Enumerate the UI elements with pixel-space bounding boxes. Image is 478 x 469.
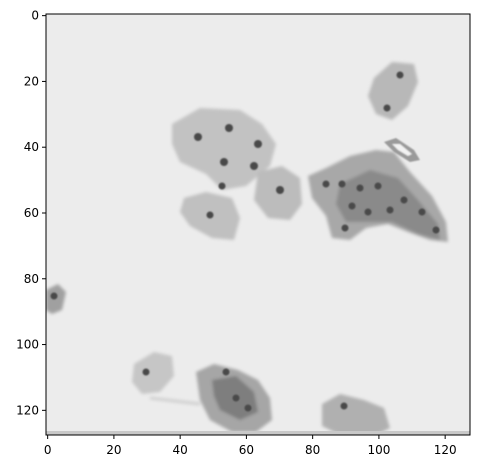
x-tick-label: 80 <box>305 443 320 457</box>
nucleus <box>400 196 408 204</box>
cell-cluster-upper-left <box>172 108 276 190</box>
nucleus <box>364 208 372 216</box>
nucleus <box>218 182 226 190</box>
nucleus <box>225 124 233 132</box>
x-axis-ticks: 0 20 40 60 80 100 120 <box>44 435 457 457</box>
y-tick-label: 20 <box>24 74 39 88</box>
nucleus <box>222 368 230 376</box>
nucleus <box>396 71 404 79</box>
nucleus <box>50 292 58 300</box>
elongated-cell-highlight <box>392 144 412 156</box>
nucleus <box>206 211 214 219</box>
nucleus <box>374 182 382 190</box>
y-tick-label: 0 <box>31 9 39 23</box>
y-tick-label: 120 <box>16 403 39 417</box>
nucleus <box>341 224 349 232</box>
x-tick-label: 40 <box>173 443 188 457</box>
nucleus <box>340 402 348 410</box>
nuclei <box>50 71 440 412</box>
y-tick-label: 40 <box>24 140 39 154</box>
nucleus <box>386 206 394 214</box>
cell-top-right <box>368 62 418 120</box>
nucleus <box>338 180 346 188</box>
cell-clusters <box>46 62 448 435</box>
y-tick-label: 100 <box>16 338 39 352</box>
nucleus <box>142 368 150 376</box>
nucleus <box>356 184 364 192</box>
y-axis-ticks: 0 20 40 60 80 100 120 <box>16 9 46 417</box>
nucleus <box>418 208 426 216</box>
y-tick-label: 60 <box>24 206 39 220</box>
cell-cluster-bottom-right <box>322 394 390 435</box>
nucleus <box>232 394 240 402</box>
nucleus <box>276 186 284 194</box>
image-area <box>46 14 470 435</box>
plot-frame <box>45 13 471 436</box>
faint-streak <box>149 396 201 406</box>
nucleus <box>250 162 258 170</box>
x-tick-label: 0 <box>44 443 52 457</box>
nucleus <box>244 404 252 412</box>
nucleus <box>194 133 202 141</box>
nucleus <box>322 180 330 188</box>
y-tick-label: 80 <box>24 272 39 286</box>
nucleus <box>432 226 440 234</box>
nucleus <box>348 202 356 210</box>
cell-left-edge <box>46 284 66 314</box>
nucleus <box>220 158 228 166</box>
x-tick-label: 60 <box>239 443 254 457</box>
nucleus <box>254 140 262 148</box>
x-tick-label: 100 <box>367 443 390 457</box>
cell-bottom-left <box>132 352 174 394</box>
nucleus <box>383 104 391 112</box>
x-tick-label: 120 <box>434 443 457 457</box>
x-tick-label: 20 <box>106 443 121 457</box>
bottom-band <box>46 431 470 435</box>
